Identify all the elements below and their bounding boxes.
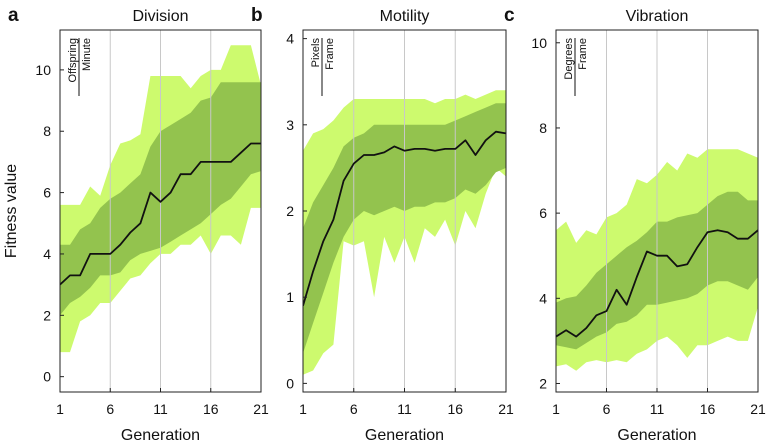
y-tick-label: 10 (531, 35, 547, 51)
x-tick-label: 1 (552, 401, 560, 417)
unit-denominator: Frame (577, 38, 589, 70)
y-tick-label: 1 (286, 289, 294, 305)
x-tick-label: 6 (350, 401, 358, 417)
x-tick-label: 6 (106, 401, 114, 417)
x-tick-label: 11 (153, 401, 168, 417)
plot-area (303, 30, 506, 392)
unit-label: Pixels Frame (310, 38, 336, 96)
y-tick-label: 2 (286, 203, 294, 219)
x-axis-title: Generation (121, 427, 200, 444)
median-line (556, 229, 758, 338)
x-tick-label: 11 (397, 401, 412, 417)
y-tick-label: 0 (286, 375, 294, 391)
y-tick-label: 3 (286, 117, 294, 133)
unit-label: Offspring Minute (67, 38, 93, 96)
panel-letter: a (8, 5, 19, 26)
unit-numerator: Pixels (310, 38, 322, 68)
unit-numerator: Degrees (563, 38, 575, 80)
x-tick-label: 16 (203, 401, 219, 417)
y-tick-label: 4 (43, 246, 51, 262)
y-tick-label: 0 (43, 369, 51, 385)
panel-title: Motility (380, 8, 430, 25)
plot-area (556, 30, 758, 392)
x-tick-label: 6 (603, 401, 611, 417)
median-line (303, 130, 506, 307)
unit-label: Degrees Frame (563, 38, 589, 96)
y-tick-label: 4 (286, 31, 294, 47)
y-tick-label: 6 (43, 185, 51, 201)
x-tick-label: 1 (299, 401, 307, 417)
x-tick-label: 16 (700, 401, 716, 417)
x-tick-label: 21 (750, 401, 766, 417)
x-axis-title: Generation (617, 427, 696, 444)
x-tick-label: 11 (650, 401, 665, 417)
x-tick-label: 16 (447, 401, 463, 417)
y-tick-label: 4 (539, 290, 547, 306)
y-tick-label: 8 (43, 123, 51, 139)
x-tick-label: 21 (253, 401, 269, 417)
panel-letter: b (251, 5, 263, 26)
y-axis-title: Fitness value (3, 164, 20, 258)
median-line (60, 142, 261, 286)
unit-numerator: Offspring (67, 38, 79, 82)
x-axis-title: Generation (365, 427, 444, 444)
panel-title: Vibration (626, 8, 689, 25)
x-tick-label: 1 (56, 401, 64, 417)
y-tick-label: 2 (539, 375, 547, 391)
y-tick-label: 2 (43, 307, 51, 323)
y-tick-label: 6 (539, 205, 547, 221)
unit-denominator: Minute (81, 38, 93, 71)
panel-title: Division (132, 8, 188, 25)
panel-letter: c (504, 5, 515, 26)
plot-area (60, 30, 261, 392)
unit-denominator: Frame (324, 38, 336, 70)
y-tick-label: 10 (35, 62, 51, 78)
y-tick-label: 8 (539, 120, 547, 136)
x-tick-label: 21 (498, 401, 514, 417)
